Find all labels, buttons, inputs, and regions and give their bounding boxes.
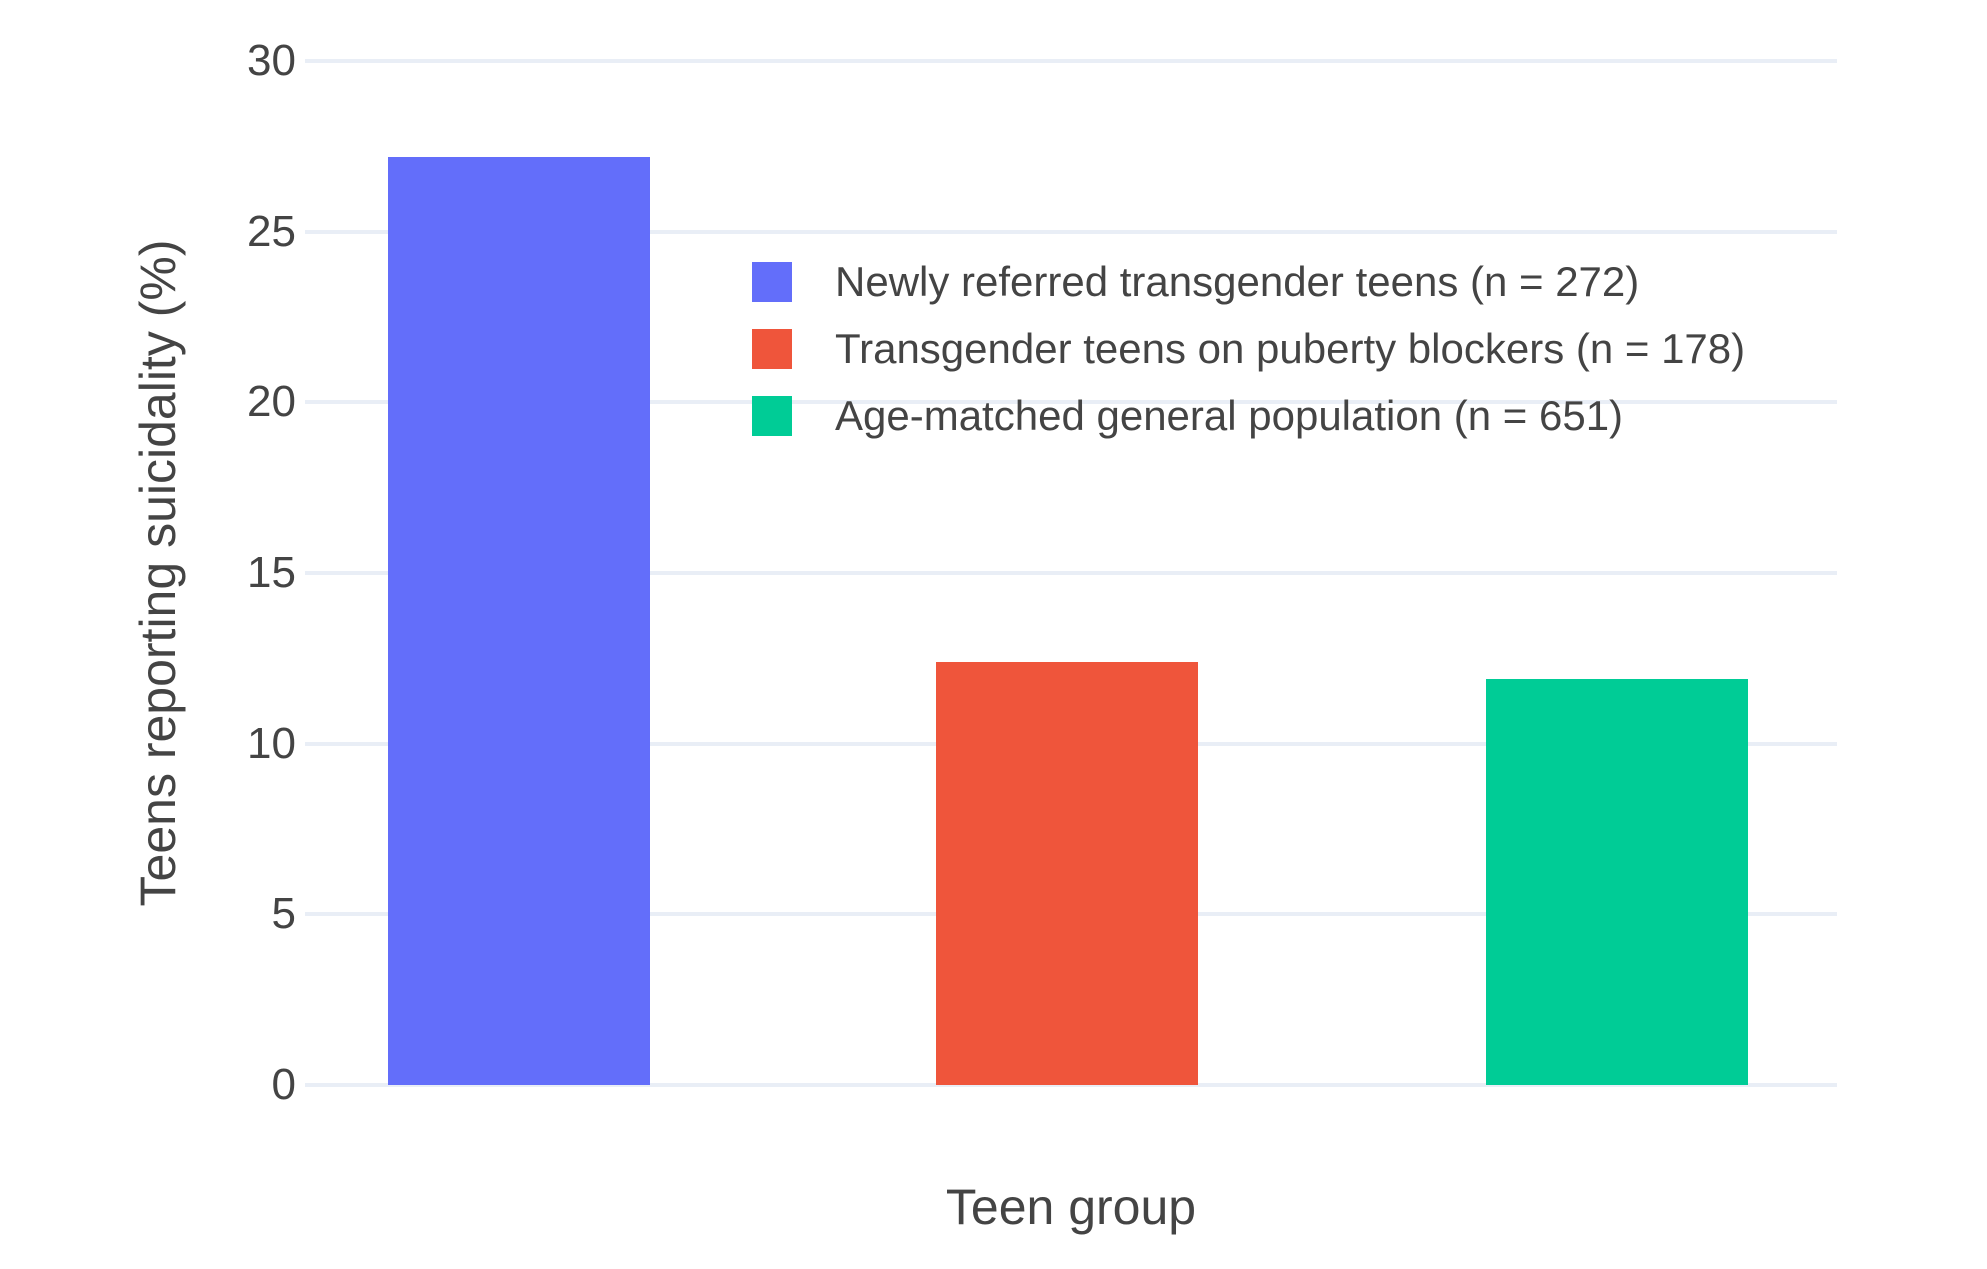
legend-item-label: Age-matched general population (n = 651) — [835, 391, 1624, 439]
legend-item-0[interactable]: Newly referred transgender teens (n = 27… — [752, 248, 1745, 315]
legend-item-2[interactable]: Age-matched general population (n = 651) — [752, 382, 1745, 449]
legend-swatch-icon — [752, 328, 792, 369]
y-tick-label-25: 25 — [247, 206, 296, 256]
plot-area — [305, 59, 1837, 1087]
gridline-y-0 — [305, 1083, 1837, 1087]
bars-layer — [305, 61, 1837, 1085]
y-tick-label-20: 20 — [247, 377, 296, 427]
gridline-y-25 — [305, 229, 1837, 234]
x-axis-title: Teen group — [945, 1179, 1197, 1235]
bar-1[interactable] — [936, 661, 1198, 1085]
y-tick-label-5: 5 — [271, 889, 296, 939]
legend-item-1[interactable]: Transgender teens on puberty blockers (n… — [752, 315, 1745, 382]
gridline-y-30 — [305, 59, 1837, 63]
y-tick-label-15: 15 — [247, 548, 296, 597]
legend: Newly referred transgender teens (n = 27… — [752, 248, 1745, 449]
gridline-y-20 — [305, 400, 1837, 405]
legend-swatch-icon — [752, 395, 792, 436]
bar-2[interactable] — [1486, 678, 1748, 1085]
y-tick-label-30: 30 — [247, 36, 296, 85]
gridline-y-15 — [305, 571, 1837, 575]
legend-item-label: Newly referred transgender teens (n = 27… — [835, 257, 1640, 305]
legend-item-label: Transgender teens on puberty blockers (n… — [835, 324, 1746, 372]
y-tick-label-0: 0 — [271, 1060, 296, 1109]
bar-0[interactable] — [388, 156, 650, 1085]
y-tick-label-10: 10 — [247, 718, 296, 768]
legend-swatch-icon — [752, 261, 792, 302]
